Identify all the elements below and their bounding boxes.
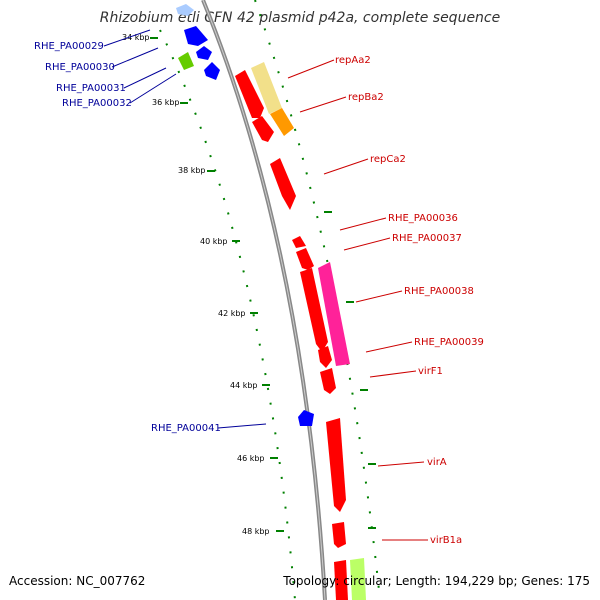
- gene-label-RHE_PA00038[interactable]: RHE_PA00038: [404, 286, 474, 297]
- tick-label-46kbp: 46 kbp: [237, 454, 265, 463]
- reverse-leaders: [103, 29, 267, 429]
- gene-label-RHE_PA00030[interactable]: RHE_PA00030: [45, 62, 115, 73]
- cds-repAa2-highlight[interactable]: [251, 62, 282, 114]
- cds-light-blue[interactable]: [176, 4, 194, 16]
- cds-RHE_PA00031[interactable]: [178, 52, 194, 70]
- cds-virB1a[interactable]: [332, 522, 346, 548]
- gene-label-repAa2[interactable]: repAa2: [335, 55, 371, 66]
- forward-leaders: [287, 59, 428, 541]
- gene-label-RHE_PA00031[interactable]: RHE_PA00031: [56, 83, 126, 94]
- tick-label-34kbp: 34 kbp: [122, 33, 150, 42]
- cds-RHE_PA00039[interactable]: [318, 346, 332, 368]
- tick-label-42kbp: 42 kbp: [218, 309, 246, 318]
- tick-label-48kbp: 48 kbp: [242, 527, 270, 536]
- sequence-backbone-highlight: [202, 0, 326, 600]
- cds-bottom-lime[interactable]: [350, 558, 366, 600]
- cds-RHE_PA00036[interactable]: [292, 236, 306, 248]
- tick-label-44kbp: 44 kbp: [230, 381, 258, 390]
- cds-virF1[interactable]: [320, 368, 336, 394]
- cds-bottom-red[interactable]: [334, 560, 348, 600]
- cds-RHE_PA00032[interactable]: [204, 62, 220, 80]
- cds-RHE_PA00041[interactable]: [298, 410, 314, 426]
- cds-repBa2-highlight[interactable]: [270, 108, 294, 136]
- cds-repBa2[interactable]: [252, 116, 274, 142]
- gene-label-virA[interactable]: virA: [427, 457, 447, 468]
- reverse-features: [176, 4, 314, 426]
- tick-marks: [150, 37, 376, 532]
- cds-virA[interactable]: [326, 418, 346, 512]
- gene-label-repBa2[interactable]: repBa2: [348, 92, 384, 103]
- gene-label-RHE_PA00037[interactable]: RHE_PA00037: [392, 233, 462, 244]
- gene-label-RHE_PA00036[interactable]: RHE_PA00036: [388, 213, 458, 224]
- tick-label-36kbp: 36 kbp: [152, 98, 180, 107]
- gene-label-repCa2[interactable]: repCa2: [370, 154, 406, 165]
- cds-repCa2[interactable]: [270, 158, 296, 210]
- forward-features: [235, 62, 366, 600]
- gene-label-virF1[interactable]: virF1: [418, 366, 443, 377]
- gene-label-RHE_PA00029[interactable]: RHE_PA00029: [34, 41, 104, 52]
- cds-RHE_PA00029[interactable]: [184, 26, 208, 46]
- tick-label-40kbp: 40 kbp: [200, 237, 228, 246]
- cds-RHE_PA00038[interactable]: [300, 268, 328, 352]
- gene-label-RHE_PA00032[interactable]: RHE_PA00032: [62, 98, 132, 109]
- tick-label-38kbp: 38 kbp: [178, 166, 206, 175]
- accession-text: Accession: NC_007762: [9, 574, 145, 588]
- cds-RHE_PA00037[interactable]: [296, 248, 314, 270]
- gene-label-virB1a[interactable]: virB1a: [430, 535, 462, 546]
- topology-text: Topology: circular; Length: 194,229 bp; …: [282, 574, 590, 588]
- map-title: Rhizobium etli CFN 42 plasmid p42a, comp…: [100, 10, 501, 26]
- cds-RHE_PA00038-highlight[interactable]: [318, 262, 350, 366]
- cds-RHE_PA00030[interactable]: [196, 46, 212, 60]
- cds-repAa2[interactable]: [235, 70, 264, 118]
- gene-label-RHE_PA00041[interactable]: RHE_PA00041: [151, 423, 221, 434]
- gene-label-RHE_PA00039[interactable]: RHE_PA00039: [414, 337, 484, 348]
